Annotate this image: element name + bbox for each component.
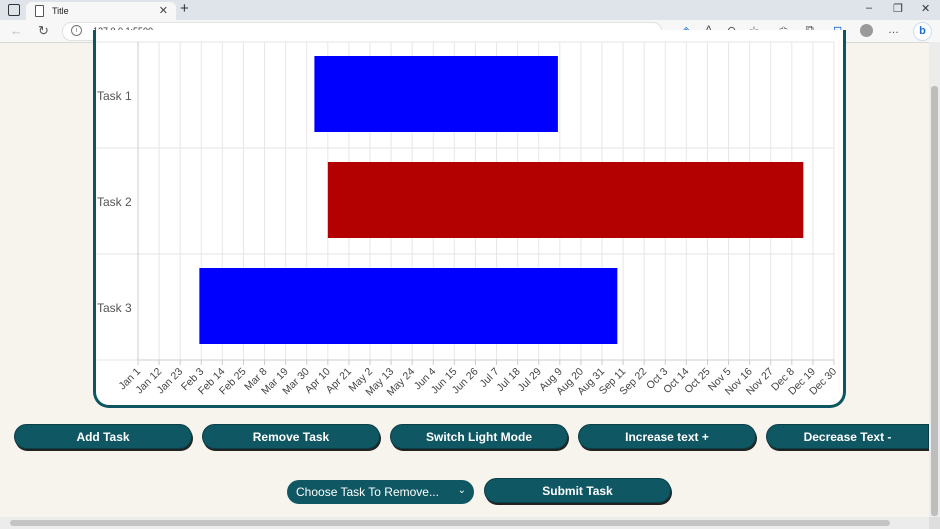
browser-titlebar: Title ✕ + – ❐ ✕ [0,0,940,20]
minimize-icon[interactable]: – [866,2,873,14]
horizontal-scrollbar[interactable] [0,517,929,529]
task-label: Task 2 [97,195,132,209]
task-label: Task 1 [97,89,132,103]
profile-avatar[interactable] [860,24,873,37]
scrollbar-corner [929,517,940,529]
remove-task-button[interactable]: Remove Task [202,424,380,449]
more-options-icon[interactable]: … [888,24,899,36]
maximize-icon[interactable]: ❐ [893,3,903,15]
increase-text-button[interactable]: Increase text + [578,424,756,449]
tab-title: Title [52,6,69,16]
page-icon [35,5,44,17]
tab-actions-icon[interactable] [8,4,20,16]
site-info-icon[interactable]: i [71,25,82,36]
task-bar [199,268,618,344]
vertical-scroll-thumb[interactable] [931,86,938,516]
submit-task-button[interactable]: Submit Task [484,478,671,503]
task-label: Task 3 [97,301,132,315]
browser-tab[interactable]: Title ✕ [26,2,176,20]
x-tick-label: Jul 29 [516,366,544,394]
chevron-down-icon: ⌄ [457,485,466,496]
task-bar [327,162,804,238]
close-window-icon[interactable]: ✕ [921,3,931,15]
refresh-icon[interactable]: ↻ [38,23,49,38]
switch-light-mode-button[interactable]: Switch Light Mode [390,424,568,449]
vertical-scrollbar[interactable] [929,42,940,517]
back-icon[interactable]: ← [10,23,23,38]
remove-task-select[interactable]: Choose Task To Remove... ⌄ [287,480,474,504]
remove-task-select-value: Choose Task To Remove... [296,485,439,499]
bing-copilot-icon[interactable]: b [913,22,932,41]
decrease-text-button[interactable]: Decrease Text - [766,424,929,449]
horizontal-scroll-thumb[interactable] [10,520,890,526]
add-task-button[interactable]: Add Task [14,424,192,449]
new-tab-icon[interactable]: + [180,0,189,17]
close-tab-icon[interactable]: ✕ [158,5,168,17]
task-bar [314,56,558,132]
